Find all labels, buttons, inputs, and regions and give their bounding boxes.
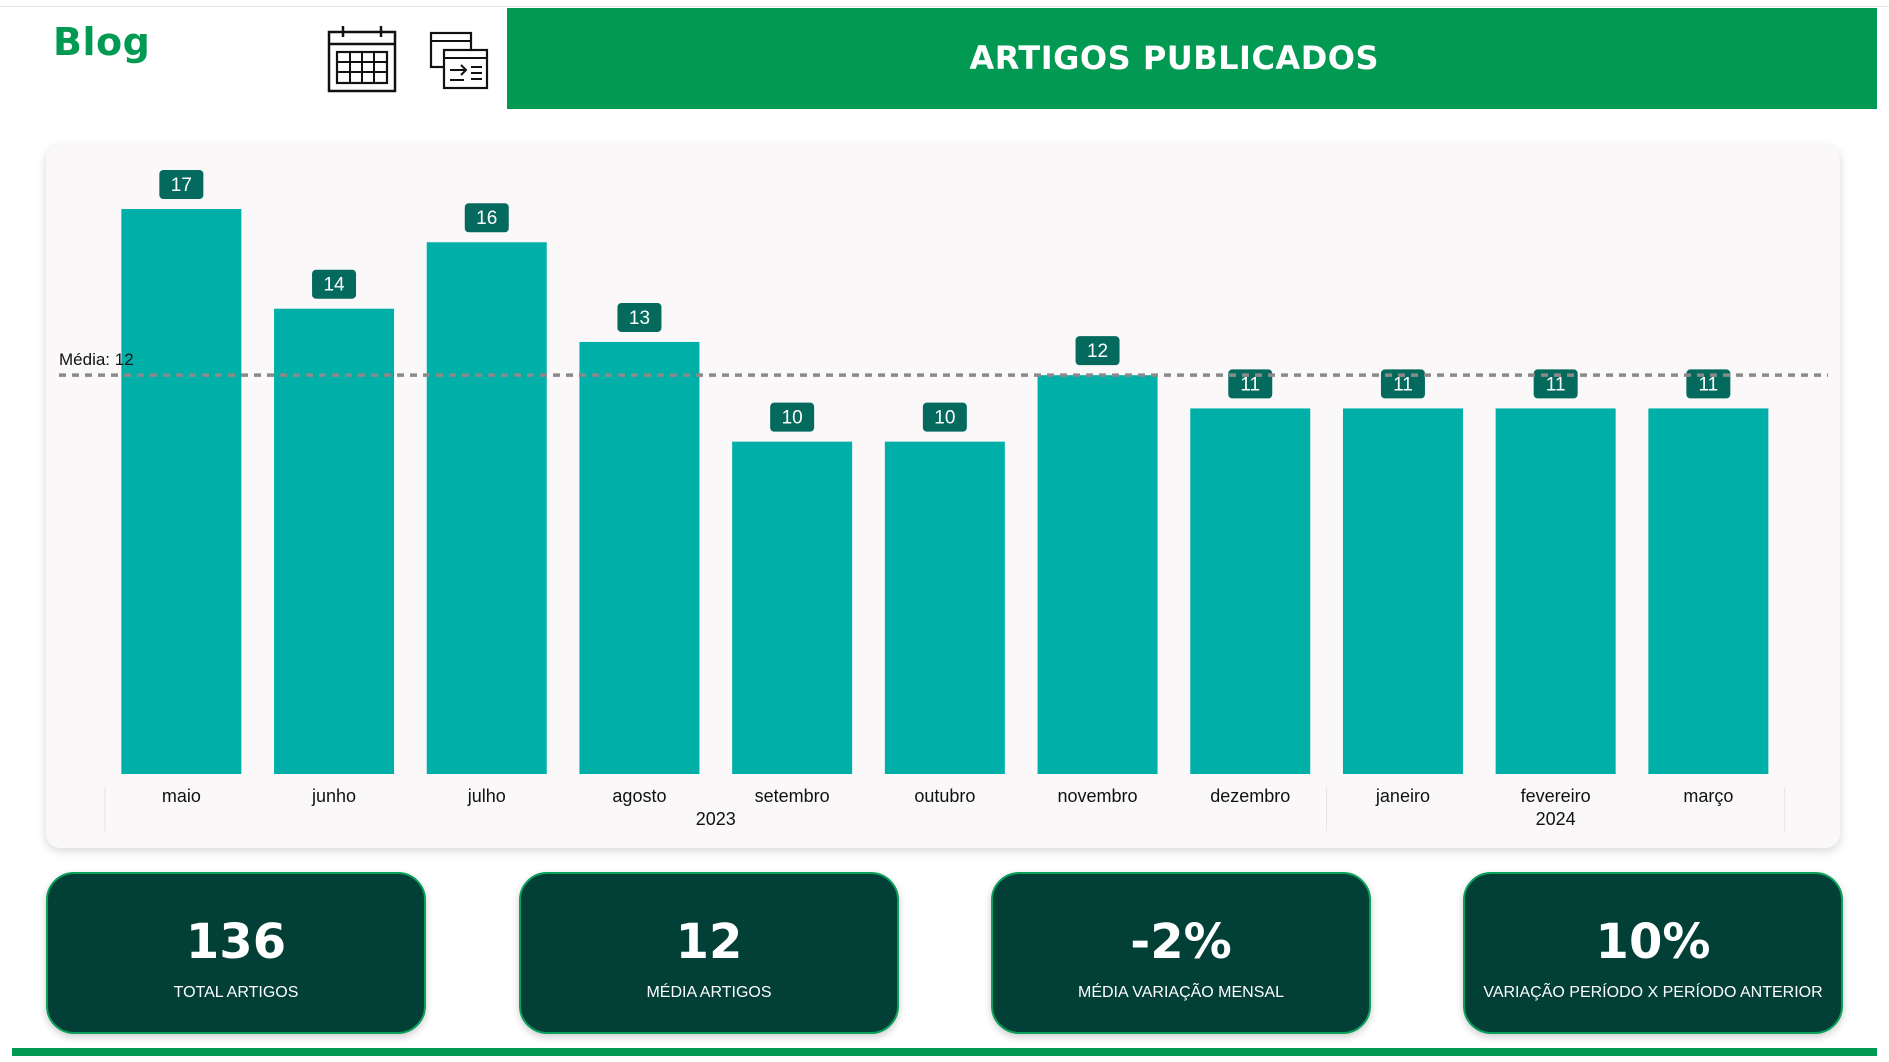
kpi-label: TOTAL ARTIGOS bbox=[173, 984, 299, 1001]
bar bbox=[884, 441, 1005, 774]
data-label: 11 bbox=[1698, 374, 1718, 395]
x-tick-label: setembro bbox=[755, 786, 830, 806]
kpi-value: 12 bbox=[675, 914, 743, 970]
bar-chart-panel: 17 maio 14 junho 16 julho 13 agosto 10 setembro 10… bbox=[46, 145, 1840, 848]
data-label-box bbox=[922, 402, 967, 432]
kpi-label: MÉDIA VARIAÇÃO MENSAL bbox=[1078, 984, 1284, 1001]
data-label-box bbox=[617, 302, 662, 332]
x-tick-label: julho bbox=[467, 786, 506, 806]
calendar-icon[interactable] bbox=[326, 24, 398, 94]
blog-title: Blog bbox=[53, 20, 151, 64]
data-label: 12 bbox=[1087, 341, 1108, 362]
x-tick-label: junho bbox=[311, 786, 356, 806]
kpi-period-variation: 10% VARIAÇÃO PERÍODO X PERÍODO ANTERIOR bbox=[1463, 872, 1843, 1034]
bar bbox=[121, 209, 242, 774]
data-label-box bbox=[312, 269, 357, 299]
bar bbox=[579, 341, 700, 774]
data-label-box bbox=[159, 170, 204, 199]
kpi-total-articles: 136 TOTAL ARTIGOS bbox=[46, 872, 426, 1034]
x-tick-label: outubro bbox=[914, 786, 975, 806]
data-transfer-icon[interactable] bbox=[428, 30, 490, 92]
data-label: 14 bbox=[323, 275, 345, 296]
bar bbox=[1342, 408, 1463, 774]
x-tick-label: março bbox=[1683, 786, 1733, 806]
bar bbox=[1190, 408, 1311, 774]
data-label: 10 bbox=[934, 408, 955, 429]
data-label-box bbox=[1075, 336, 1120, 366]
kpi-label: VARIAÇÃO PERÍODO X PERÍODO ANTERIOR bbox=[1483, 984, 1823, 1001]
kpi-average-articles: 12 MÉDIA ARTIGOS bbox=[519, 872, 899, 1034]
kpi-value: 10% bbox=[1595, 914, 1711, 970]
bar bbox=[1495, 408, 1616, 774]
header-banner: ARTIGOS PUBLICADOS bbox=[507, 8, 1877, 109]
kpi-value: 136 bbox=[185, 914, 287, 970]
x-group-label: 2023 bbox=[696, 809, 736, 829]
bar bbox=[732, 441, 853, 774]
data-label: 11 bbox=[1240, 374, 1260, 395]
page-title: ARTIGOS PUBLICADOS bbox=[969, 39, 1379, 77]
bar bbox=[1037, 375, 1158, 774]
bottom-divider bbox=[12, 1048, 1877, 1056]
average-line-label: Média: 12 bbox=[59, 350, 134, 369]
x-tick-label: novembro bbox=[1058, 786, 1138, 806]
data-label: 11 bbox=[1546, 374, 1566, 395]
data-label: 13 bbox=[629, 308, 650, 329]
x-tick-label: fevereiro bbox=[1521, 786, 1591, 806]
x-group-label: 2024 bbox=[1536, 809, 1576, 829]
data-label: 11 bbox=[1393, 374, 1413, 395]
kpi-label: MÉDIA ARTIGOS bbox=[646, 984, 772, 1001]
bar bbox=[426, 242, 547, 774]
data-label-box bbox=[464, 203, 509, 233]
kpi-value: -2% bbox=[1130, 914, 1232, 970]
bar bbox=[274, 308, 395, 774]
x-tick-label: agosto bbox=[612, 786, 666, 806]
kpi-average-monthly-variation: -2% MÉDIA VARIAÇÃO MENSAL bbox=[991, 872, 1371, 1034]
bar-chart: 17 maio 14 junho 16 julho 13 agosto 10 setembro 10… bbox=[59, 170, 1828, 831]
data-label: 16 bbox=[476, 208, 497, 229]
data-label: 17 bbox=[171, 175, 192, 196]
x-tick-label: maio bbox=[162, 786, 201, 806]
data-label: 10 bbox=[782, 408, 803, 429]
data-label-box bbox=[770, 402, 815, 432]
top-divider bbox=[0, 6, 1889, 7]
x-tick-label: dezembro bbox=[1210, 786, 1290, 806]
bar bbox=[1648, 408, 1769, 774]
x-tick-label: janeiro bbox=[1375, 786, 1430, 806]
